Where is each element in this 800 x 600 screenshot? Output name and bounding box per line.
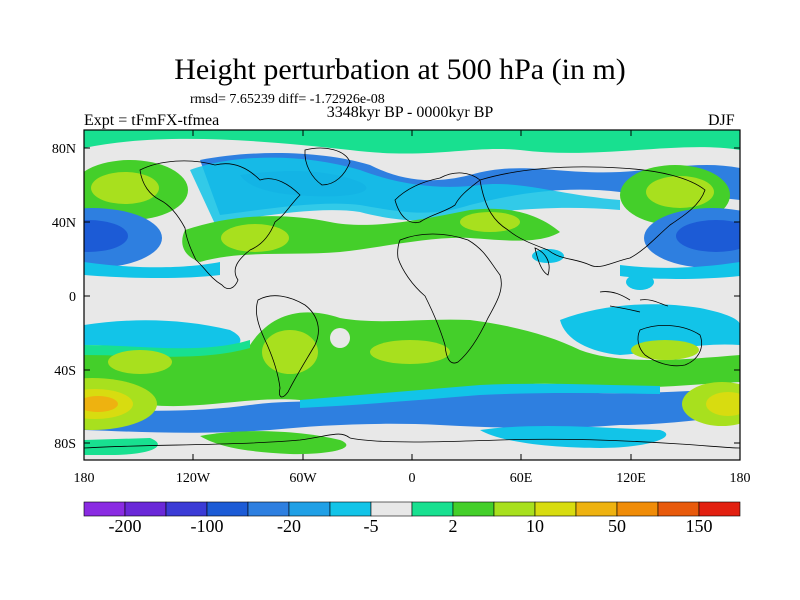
antarctic-pos-west (200, 431, 347, 455)
lat-tick-label: 40N (52, 216, 76, 231)
longitude-axis: 180 120W 60W 0 60E 120E 180 (74, 130, 751, 486)
sh-neutral-hole (330, 328, 350, 348)
north-america-coast (139, 160, 301, 290)
lon-tick-label: 180 (74, 471, 95, 486)
colorbar-swatch (288, 501, 331, 517)
seasia-neg (626, 274, 654, 290)
colorbar-label: -20 (277, 516, 301, 536)
sh-trop-neg-east (560, 304, 740, 355)
period-label: 3348kyr BP - 0000kyr BP (326, 104, 494, 121)
lon-tick-label: 60W (289, 471, 317, 486)
npacific-neg-east-core (676, 220, 740, 252)
lon-tick-label: 120W (176, 471, 211, 486)
npacific-neg-west-core (84, 220, 128, 252)
colorbar-swatch (698, 501, 741, 517)
north-weak-neg (190, 157, 620, 224)
alaska-pos-core (91, 172, 159, 204)
colorbar-swatch (575, 501, 618, 517)
greenland-coast (304, 147, 351, 186)
lat-tick-label: 0 (69, 290, 76, 305)
colorbar-label: 2 (448, 516, 458, 536)
lat-tick-label: 40S (54, 364, 76, 379)
lon-tick-label: 180 (730, 471, 751, 486)
colorbar-swatch (124, 501, 167, 517)
se-pacific-pos-west-peak (84, 396, 118, 412)
colorbar-swatch (411, 501, 454, 517)
colorbar-label: 50 (608, 516, 626, 536)
colorbar-label: 10 (526, 516, 544, 536)
sh-neg-band (84, 388, 740, 433)
antarctic-neg-east (480, 425, 667, 448)
asia-coast (479, 166, 706, 267)
us-pos-core (221, 224, 289, 252)
colorbar-swatch (247, 501, 290, 517)
colorbar (83, 501, 741, 517)
colorbar-swatch (329, 501, 372, 517)
colorbar-label: -5 (363, 516, 379, 536)
npacific-weak-neg-east (620, 262, 740, 279)
colorbar-label: -100 (190, 516, 224, 536)
south-america-coast (256, 295, 319, 398)
colorbar-label: -200 (108, 516, 142, 536)
colorbar-swatch (534, 501, 577, 517)
colorbar-swatch (493, 501, 536, 517)
colorbar-swatch (83, 501, 126, 517)
sh-pacific-pos (108, 350, 172, 374)
lon-tick-label: 0 (409, 471, 416, 486)
colorbar-swatch (657, 501, 700, 517)
coastlines (84, 147, 740, 449)
season-label: DJF (708, 112, 735, 129)
antarctica-coast (84, 433, 740, 449)
north-pos-band (84, 130, 740, 154)
experiment-label: Expt = tFmFX-tfmea (84, 112, 220, 129)
colorbar-swatch (206, 501, 249, 517)
mideast-pos-core (460, 212, 520, 232)
satlantic-pos-core (370, 340, 450, 364)
lat-tick-label: 80N (52, 142, 76, 157)
sh-trop-neg-west (84, 320, 241, 352)
maritime-continent (599, 291, 669, 313)
stats-line: rmsd= 7.65239 diff= -1.72926e-08 (190, 92, 385, 107)
siberia-pos-core (646, 176, 714, 208)
africa-coast (397, 233, 502, 364)
india-neg (532, 249, 564, 263)
contour-field (84, 130, 740, 460)
npacific-weak-neg (84, 262, 220, 279)
europe-coast (394, 172, 481, 224)
india-coast (534, 247, 550, 276)
colorbar-swatch (370, 501, 413, 517)
australia-pos-core (631, 340, 699, 360)
colorbar-swatch (616, 501, 659, 517)
australia-coast (637, 325, 702, 367)
colorbar-swatch (452, 501, 495, 517)
lon-tick-label: 60E (510, 471, 533, 486)
colorbar-label: 150 (685, 516, 713, 536)
lat-tick-label: 80S (54, 437, 76, 452)
map-title: Height perturbation at 500 hPa (in m) (174, 53, 626, 86)
latitude-axis: 80N 40N 0 40S 80S (52, 142, 740, 452)
sh-neg-weak-upper (300, 383, 660, 408)
se-pacific-pos-east-core (706, 392, 740, 416)
colorbar-swatch (165, 501, 208, 517)
lon-tick-label: 120E (616, 471, 646, 486)
